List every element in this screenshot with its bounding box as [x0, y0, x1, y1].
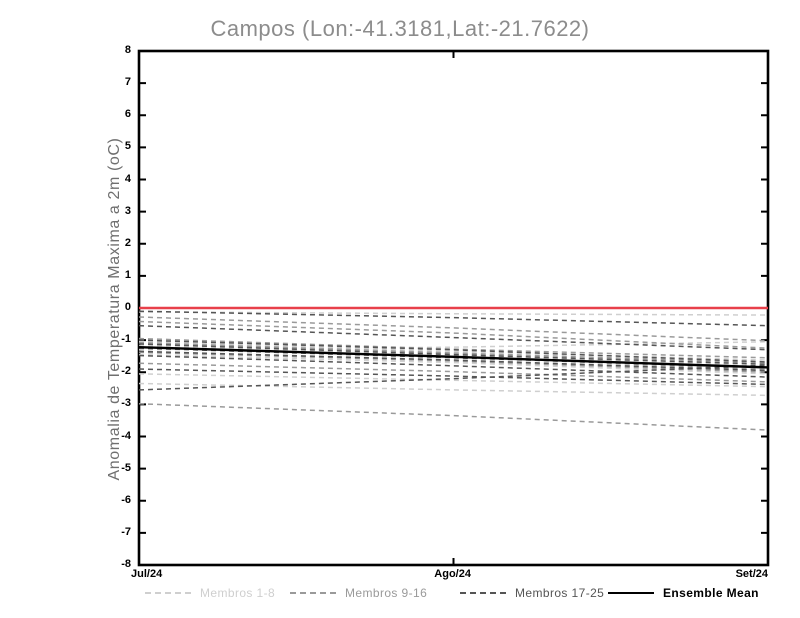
- y-tick-label: -5: [121, 461, 131, 474]
- member-line: [138, 345, 769, 367]
- legend-label: Membros 17-25: [515, 586, 605, 600]
- member-line: [138, 339, 769, 363]
- ensemble-mean-line: [138, 345, 769, 369]
- member-line: [138, 346, 769, 371]
- series-lines: [138, 306, 769, 431]
- y-tick-label: 3: [124, 204, 131, 217]
- y-tick-label: 2: [124, 236, 131, 249]
- member-line: [138, 337, 769, 359]
- y-tick-label: 7: [124, 76, 131, 89]
- legend-line-icon: [145, 592, 191, 594]
- axes-ticks: [138, 50, 769, 566]
- legend-label: Membros 9-16: [345, 586, 428, 600]
- member-line: [138, 343, 769, 365]
- y-tick-label: -8: [121, 558, 131, 570]
- y-tick-label: -6: [121, 493, 131, 506]
- legend-label: Ensemble Mean: [663, 586, 759, 600]
- member-line: [138, 382, 769, 397]
- y-tick-label: 1: [124, 268, 131, 281]
- page-title: Campos (Lon:-41.3181,Lat:-21.7622): [210, 16, 590, 41]
- x-tick-label: Set/24: [735, 568, 769, 580]
- member-line: [138, 350, 769, 372]
- y-tick-label: 5: [124, 140, 131, 153]
- member-line: [138, 362, 769, 383]
- member-line: [138, 316, 769, 342]
- y-tick-label: -7: [121, 525, 131, 538]
- y-tick-label: 6: [124, 108, 131, 121]
- member-line: [138, 368, 769, 386]
- member-line: [138, 341, 769, 364]
- member-line: [138, 354, 769, 378]
- member-line: [138, 364, 769, 391]
- member-line: [138, 324, 769, 351]
- legend-label: Membros 1-8: [200, 586, 276, 600]
- member-line: [138, 351, 769, 373]
- y-tick-label: -4: [121, 429, 131, 442]
- legend-line-icon: [290, 592, 336, 594]
- y-tick-label: 0: [124, 301, 131, 313]
- y-tick-label: 8: [124, 44, 131, 56]
- member-line: [138, 373, 769, 388]
- x-tick-label: Ago/24: [434, 568, 471, 580]
- y-tick-label: 4: [124, 172, 131, 185]
- member-line: [138, 320, 769, 349]
- legend-item[interactable]: Membros 17-25: [460, 584, 604, 602]
- legend-item[interactable]: Membros 9-16: [290, 584, 427, 602]
- x-tick-label: Jul/24: [131, 568, 163, 580]
- y-tick-label: -3: [121, 397, 131, 410]
- legend-line-icon: [608, 592, 654, 594]
- member-line: [138, 310, 769, 327]
- chart-legend: Membros 1-8 Membros 9-16 Membros 17-25 Ense…: [0, 584, 800, 604]
- member-line: [138, 402, 769, 431]
- y-tick-label: -1: [121, 333, 131, 346]
- legend-line-icon: [460, 592, 506, 594]
- legend-item[interactable]: Membros 1-8: [145, 584, 275, 602]
- y-tick-label: -2: [121, 365, 131, 378]
- legend-item[interactable]: Ensemble Mean: [608, 584, 759, 602]
- member-line: [138, 311, 769, 316]
